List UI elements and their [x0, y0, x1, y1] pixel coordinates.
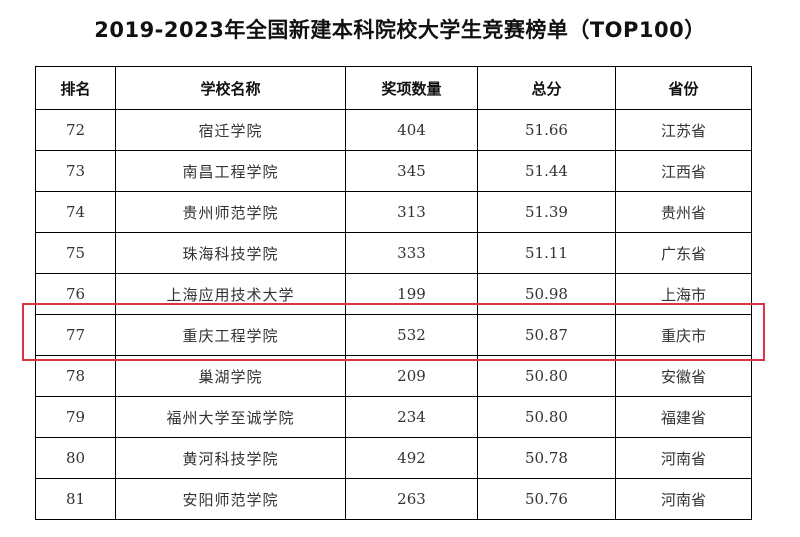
cell-award-count: 263: [345, 478, 478, 520]
cell-province: 贵州省: [615, 191, 752, 233]
header-province: 省份: [615, 66, 752, 110]
table-header-row: 排名 学校名称 奖项数量 总分 省份: [35, 66, 752, 110]
cell-rank: 80: [35, 437, 116, 479]
cell-school-name: 南昌工程学院: [115, 150, 346, 192]
cell-school-name: 安阳师范学院: [115, 478, 346, 520]
cell-province: 河南省: [615, 478, 752, 520]
cell-total-score: 50.87: [477, 314, 616, 356]
cell-province: 广东省: [615, 232, 752, 274]
header-total-score: 总分: [477, 66, 616, 110]
cell-award-count: 209: [345, 355, 478, 397]
header-award-count: 奖项数量: [345, 66, 478, 110]
cell-province: 江苏省: [615, 109, 752, 151]
cell-rank: 77: [35, 314, 116, 356]
cell-total-score: 51.44: [477, 150, 616, 192]
page-title: 2019-2023年全国新建本科院校大学生竞赛榜单（TOP100）: [94, 18, 706, 42]
cell-school-name: 福州大学至诚学院: [115, 396, 346, 438]
cell-award-count: 333: [345, 232, 478, 274]
table-row: 78 巢湖学院 209 50.80 安徽省: [35, 355, 752, 397]
cell-total-score: 50.80: [477, 355, 616, 397]
cell-rank: 72: [35, 109, 116, 151]
cell-total-score: 51.66: [477, 109, 616, 151]
header-school-name: 学校名称: [115, 66, 346, 110]
cell-province: 上海市: [615, 273, 752, 315]
cell-award-count: 313: [345, 191, 478, 233]
cell-award-count: 532: [345, 314, 478, 356]
cell-award-count: 345: [345, 150, 478, 192]
cell-province: 江西省: [615, 150, 752, 192]
cell-rank: 78: [35, 355, 116, 397]
cell-total-score: 51.39: [477, 191, 616, 233]
cell-province: 重庆市: [615, 314, 752, 356]
cell-rank: 79: [35, 396, 116, 438]
cell-province: 河南省: [615, 437, 752, 479]
cell-school-name: 上海应用技术大学: [115, 273, 346, 315]
cell-rank: 76: [35, 273, 116, 315]
table-row: 72 宿迁学院 404 51.66 江苏省: [35, 109, 752, 151]
cell-award-count: 492: [345, 437, 478, 479]
cell-province: 福建省: [615, 396, 752, 438]
cell-total-score: 51.11: [477, 232, 616, 274]
table-row: 73 南昌工程学院 345 51.44 江西省: [35, 150, 752, 192]
cell-award-count: 234: [345, 396, 478, 438]
cell-school-name: 贵州师范学院: [115, 191, 346, 233]
table-row: 79 福州大学至诚学院 234 50.80 福建省: [35, 396, 752, 438]
cell-school-name: 巢湖学院: [115, 355, 346, 397]
cell-total-score: 50.80: [477, 396, 616, 438]
cell-rank: 75: [35, 232, 116, 274]
cell-school-name: 黄河科技学院: [115, 437, 346, 479]
cell-school-name: 珠海科技学院: [115, 232, 346, 274]
table-row: 81 安阳师范学院 263 50.76 河南省: [35, 478, 752, 520]
cell-rank: 81: [35, 478, 116, 520]
cell-rank: 73: [35, 150, 116, 192]
cell-school-name: 重庆工程学院: [115, 314, 346, 356]
table-row: 74 贵州师范学院 313 51.39 贵州省: [35, 191, 752, 233]
table-row-highlighted: 77 重庆工程学院 532 50.87 重庆市: [35, 314, 752, 356]
cell-total-score: 50.78: [477, 437, 616, 479]
cell-award-count: 199: [345, 273, 478, 315]
table-row: 76 上海应用技术大学 199 50.98 上海市: [35, 273, 752, 315]
ranking-table: 排名 学校名称 奖项数量 总分 省份 72 宿迁学院 404 51.66 江苏省…: [35, 66, 752, 520]
cell-award-count: 404: [345, 109, 478, 151]
table-row: 80 黄河科技学院 492 50.78 河南省: [35, 437, 752, 479]
cell-province: 安徽省: [615, 355, 752, 397]
cell-total-score: 50.98: [477, 273, 616, 315]
header-rank: 排名: [35, 66, 116, 110]
table-row: 75 珠海科技学院 333 51.11 广东省: [35, 232, 752, 274]
cell-rank: 74: [35, 191, 116, 233]
cell-school-name: 宿迁学院: [115, 109, 346, 151]
cell-total-score: 50.76: [477, 478, 616, 520]
